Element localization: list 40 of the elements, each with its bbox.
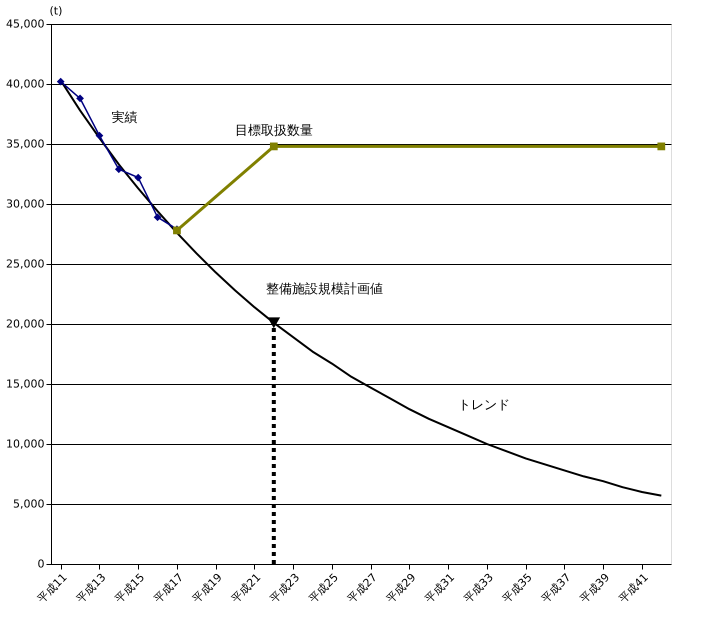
point [96,132,104,140]
x-tick-label: 平成21 [228,570,264,606]
point [76,94,84,102]
y-tick-label: 40,000 [6,78,44,90]
series-label: トレンド [458,398,510,414]
x-tick-label: 平成27 [345,570,380,606]
y-tick-label: 45,000 [6,18,44,30]
y-tick-label: 30,000 [6,198,44,210]
point [154,213,162,222]
x-tick-label: 平成17 [151,570,186,606]
point [114,165,123,174]
point [56,78,65,86]
point [267,317,280,328]
y-tick-label: 0 [38,558,44,570]
x-tick-label: 平成29 [384,570,418,606]
point [134,174,142,182]
y-tick-label: 15,000 [6,378,44,390]
y-axis-title: (t) [50,4,62,18]
x-tick-label: 平成25 [306,570,341,606]
y-tick-label: 20,000 [6,318,44,330]
y-tick-label: 25,000 [6,258,44,270]
x-tick-label: 平成35 [500,570,535,606]
y-tick-label: 5,000 [13,498,44,510]
x-tick-label: 平成11 [35,570,70,606]
x-tick-label: 平成15 [112,570,148,606]
series-label: 目標取扱数量 [234,123,313,138]
point [657,142,666,150]
x-tick-label: 平成23 [268,570,302,606]
x-tick-label: 平成39 [578,570,612,606]
x-tick-label: 平成41 [616,570,651,606]
x-tick-label: 平成33 [461,570,496,606]
y-tick-label: 35,000 [6,138,44,150]
annotation: 整備施設規模計画値 [266,282,383,297]
point [270,142,278,150]
y-tick-label: 10,000 [6,438,44,450]
x-tick-label: 平成13 [74,570,108,606]
series-label: 実績 [111,110,138,126]
x-tick-label: 平成19 [190,570,225,606]
x-tick-label: 平成31 [422,570,458,606]
x-tick-label: 平成37 [538,570,574,606]
